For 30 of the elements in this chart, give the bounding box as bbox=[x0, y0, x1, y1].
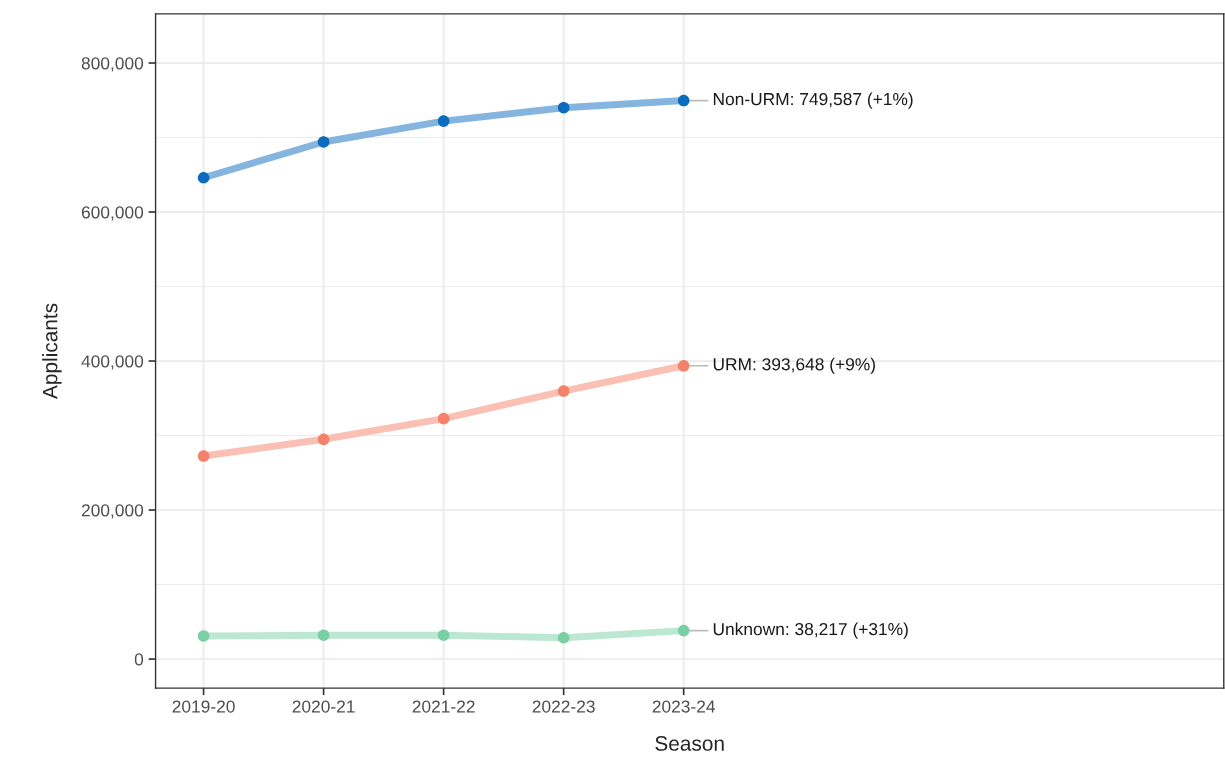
point bbox=[437, 115, 450, 127]
point bbox=[557, 631, 570, 644]
x-axis-title: Season bbox=[655, 736, 724, 751]
x-tick-label: 2021-22 bbox=[412, 700, 475, 713]
point bbox=[197, 450, 210, 462]
point bbox=[197, 171, 210, 184]
y-tick-label: 200,000 bbox=[81, 504, 144, 519]
x-tick-label: 2019-20 bbox=[172, 700, 235, 713]
point bbox=[677, 359, 690, 372]
point bbox=[557, 101, 570, 114]
point bbox=[437, 629, 450, 642]
point bbox=[677, 94, 690, 107]
point bbox=[317, 136, 330, 148]
point bbox=[437, 412, 450, 425]
point bbox=[677, 624, 690, 637]
y-axis-title: Applicants bbox=[42, 303, 62, 399]
annotation: Non-URM: 749,587 (+1%) bbox=[713, 92, 913, 109]
annotation: Unknown: 38,217 (+31%) bbox=[713, 622, 908, 639]
y-tick-label: 600,000 bbox=[81, 206, 144, 221]
x-tick-label: 2020-21 bbox=[292, 700, 355, 713]
point bbox=[317, 433, 330, 446]
y-tick-label: 800,000 bbox=[81, 57, 144, 72]
y-tick-label: 400,000 bbox=[81, 355, 144, 370]
x-tick-label: 2022-23 bbox=[532, 700, 595, 713]
annotation: URM: 393,648 (+9%) bbox=[713, 357, 875, 374]
point bbox=[557, 385, 570, 397]
x-tick-label: 2023-24 bbox=[652, 700, 716, 713]
point bbox=[197, 630, 210, 642]
y-tick-label: 0 bbox=[134, 653, 144, 666]
point bbox=[317, 629, 330, 642]
